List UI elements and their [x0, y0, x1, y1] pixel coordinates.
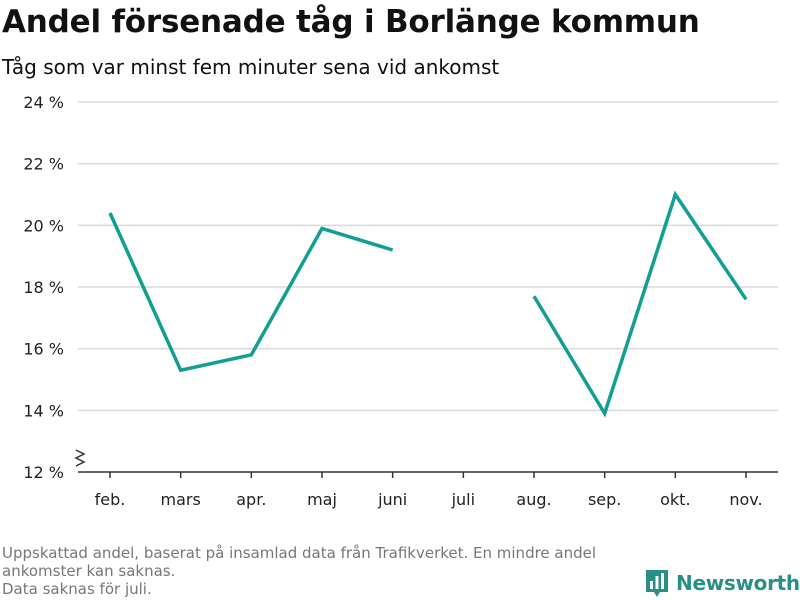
- y-tick-label: 24 %: [23, 93, 64, 112]
- x-tick-label: juli: [451, 490, 475, 509]
- x-tick-label: okt.: [660, 490, 690, 509]
- x-tick-label: mars: [161, 490, 201, 509]
- axis-break-icon: [74, 449, 86, 467]
- footnote: Uppskattad andel, baserat på insamlad da…: [2, 544, 642, 598]
- x-tick-label: aug.: [516, 490, 551, 509]
- y-tick-label: 16 %: [23, 340, 64, 359]
- x-tick-label: nov.: [729, 490, 762, 509]
- y-tick-label: 18 %: [23, 278, 64, 297]
- line-chart: 12 % 14 % 16 % 18 % 20 % 22 % 24 % feb. mars apr.…: [23, 93, 778, 509]
- chart-title: Andel försenade tåg i Borlänge kommun: [2, 4, 700, 40]
- y-tick-label: 22 %: [23, 155, 64, 174]
- series-line: [108, 212, 394, 373]
- footnote-line: Data saknas för juli.: [2, 580, 152, 598]
- x-tick-label: juni: [377, 490, 407, 509]
- x-tick-label: maj: [307, 490, 337, 509]
- y-tick-label: 14 %: [23, 401, 64, 420]
- x-tick-label: apr.: [236, 490, 266, 509]
- brand-logo: Newsworthy: [644, 568, 800, 598]
- y-tick-label: 12 %: [23, 463, 64, 482]
- y-tick-label: 20 %: [23, 216, 64, 235]
- chart-subtitle: Tåg som var minst fem minuter sena vid a…: [2, 55, 500, 79]
- footnote-line: ankomster kan saknas.: [2, 562, 176, 580]
- x-tick-label: feb.: [95, 490, 126, 509]
- series-line: [532, 190, 748, 418]
- brand-name: Newsworthy: [676, 571, 800, 595]
- footnote-line: Uppskattad andel, baserat på insamlad da…: [2, 544, 597, 562]
- x-tick-label: sep.: [588, 490, 621, 509]
- bar-chart-logo-icon: [646, 570, 668, 597]
